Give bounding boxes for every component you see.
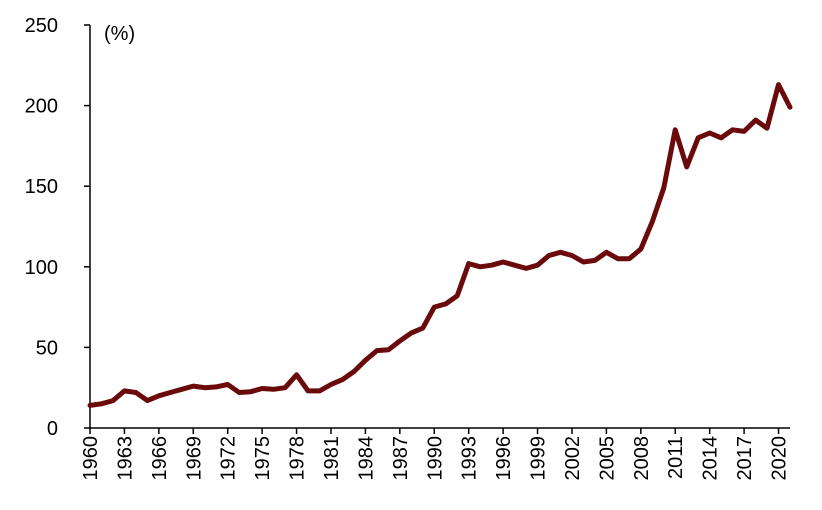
x-tick-label: 2005 xyxy=(596,436,618,481)
x-tick-label: 2008 xyxy=(631,436,653,481)
x-tick-label: 1963 xyxy=(114,436,136,481)
x-axis-ticks: 1960 1963 1966 1969 1972 1975 1978 1981 1984 1987… xyxy=(80,428,791,481)
x-tick-label: 2017 xyxy=(734,436,756,481)
y-tick-label: 50 xyxy=(36,337,58,359)
y-tick-label: 0 xyxy=(47,418,58,440)
y-tick-label: 100 xyxy=(25,257,58,279)
x-tick-label: 1984 xyxy=(355,436,377,481)
x-tick-label: 1978 xyxy=(287,436,309,481)
x-tick-label: 2011 xyxy=(665,436,687,479)
x-tick-label: 1993 xyxy=(459,436,481,481)
x-tick-label: 1969 xyxy=(183,436,205,481)
x-tick-label: 1990 xyxy=(424,436,446,481)
x-tick-label: 2014 xyxy=(700,436,722,481)
x-tick-label: 2002 xyxy=(562,436,584,481)
unit-label: (%) xyxy=(104,23,135,45)
x-tick-label: 1981 xyxy=(321,436,343,481)
x-tick-label: 1972 xyxy=(218,436,240,481)
x-tick-label: 1960 xyxy=(80,436,102,481)
x-tick-label: 1999 xyxy=(528,436,550,481)
x-tick-label: 1966 xyxy=(149,436,171,481)
series-line xyxy=(87,82,793,408)
y-tick-label: 200 xyxy=(25,96,58,118)
y-tick-label: 150 xyxy=(25,176,58,198)
x-tick-label: 1987 xyxy=(390,436,412,481)
y-tick-label: 250 xyxy=(25,15,58,37)
x-tick-label: 2020 xyxy=(769,436,791,481)
x-tick-label: 1975 xyxy=(252,436,274,481)
x-tick-label: 1996 xyxy=(493,436,515,481)
y-axis-ticks: 0 50 100 150 200 250 xyxy=(25,15,90,440)
